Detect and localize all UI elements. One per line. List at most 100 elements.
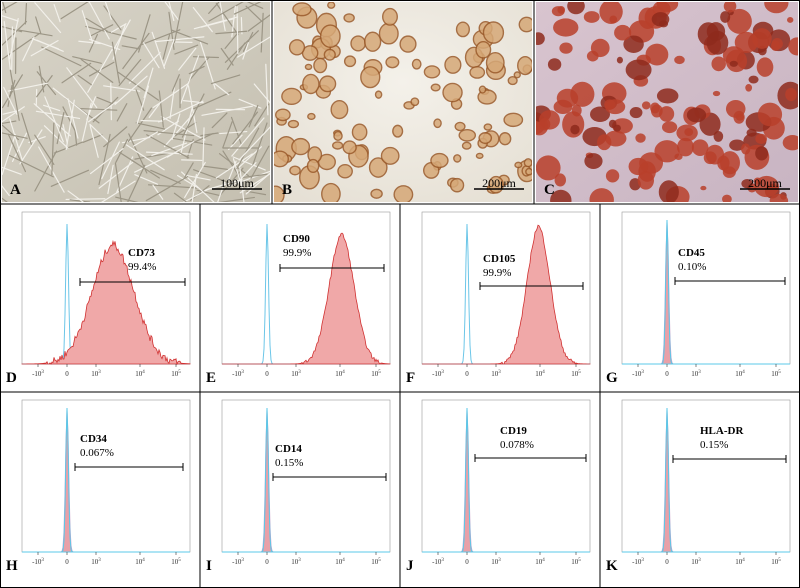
cell	[2, 74, 23, 109]
tick-base: 10	[571, 558, 579, 566]
tick-base: 10	[571, 370, 579, 378]
x-tick-label: 103	[491, 370, 501, 378]
cell	[7, 82, 49, 92]
tick-base: 10	[771, 370, 779, 378]
cell	[24, 2, 28, 25]
x-tick-label: 0	[665, 558, 669, 566]
cell	[3, 86, 18, 115]
x-tick-label: 103	[91, 370, 101, 378]
cell	[651, 12, 670, 27]
cell	[246, 190, 267, 196]
tick-exponent: 3	[441, 558, 444, 563]
cell	[211, 112, 228, 129]
tick-exponent: 3	[298, 370, 301, 375]
x-tick-label: 105	[571, 370, 581, 378]
cell	[442, 82, 463, 103]
x-tick-label: 103	[491, 558, 501, 566]
cell	[567, 2, 585, 15]
cell	[392, 124, 404, 138]
x-tick-label: 0	[465, 370, 469, 378]
tick-base: 0	[665, 370, 669, 378]
tick-exponent: 4	[342, 370, 345, 375]
cell	[411, 58, 422, 70]
cell	[590, 38, 610, 58]
x-tick-label: 105	[771, 370, 781, 378]
cell	[754, 175, 779, 198]
cell	[166, 141, 195, 158]
cell	[171, 137, 213, 146]
cell	[769, 193, 789, 202]
tick-exponent: 5	[378, 370, 381, 375]
tick-base: 0	[265, 558, 269, 566]
cell	[134, 174, 159, 185]
cell	[729, 139, 745, 151]
cell	[125, 144, 165, 171]
plot-frame	[421, 399, 591, 553]
cell	[224, 31, 240, 49]
tick-exponent: 3	[498, 558, 501, 563]
cell	[559, 42, 573, 54]
cell	[720, 11, 731, 23]
cell	[133, 131, 158, 147]
x-tick-label: 0	[65, 558, 69, 566]
cell	[2, 109, 20, 115]
cell	[551, 6, 565, 17]
cell	[584, 153, 603, 170]
cell	[554, 173, 567, 187]
cell	[151, 31, 166, 69]
cell	[342, 140, 357, 155]
marker-name: CD105	[483, 253, 516, 265]
cell	[115, 138, 129, 163]
cell	[127, 107, 153, 143]
cell	[605, 99, 626, 115]
cell	[291, 137, 311, 156]
panel-letter: C	[544, 182, 555, 198]
x-tick-label: 104	[735, 558, 745, 566]
tick-base: -10	[32, 558, 42, 566]
cell	[654, 140, 680, 163]
cell	[469, 66, 486, 79]
positive-percent: 0.078%	[500, 439, 534, 451]
cell	[236, 6, 239, 55]
cell	[706, 22, 726, 41]
cell	[21, 112, 32, 145]
tick-base: 10	[335, 558, 343, 566]
cell	[764, 2, 789, 14]
cell	[11, 26, 14, 71]
cell	[218, 153, 249, 177]
tick-base: 0	[65, 370, 69, 378]
tick-base: 10	[491, 558, 499, 566]
cell	[67, 190, 85, 202]
cell	[145, 151, 193, 155]
cell	[43, 104, 61, 112]
cell	[98, 133, 111, 186]
cell	[449, 177, 465, 193]
cell	[757, 102, 783, 127]
cell	[686, 107, 707, 123]
cell	[60, 2, 89, 20]
cell	[61, 62, 92, 84]
cell	[127, 164, 146, 202]
panel-letter: F	[406, 370, 415, 386]
cell	[202, 127, 205, 168]
cell	[236, 36, 270, 58]
cell	[430, 152, 449, 169]
cell	[748, 75, 759, 84]
cell	[380, 146, 400, 165]
tick-exponent: 3	[641, 558, 644, 563]
x-tick-label: 103	[691, 370, 701, 378]
x-tick-label: -103	[632, 370, 644, 378]
cell	[89, 38, 121, 51]
cell	[430, 83, 441, 92]
cell	[705, 144, 725, 165]
x-tick-label: 105	[171, 558, 181, 566]
cell	[118, 59, 142, 87]
positive-percent: 0.15%	[275, 457, 303, 469]
cell	[656, 2, 679, 12]
cell	[101, 180, 136, 202]
cell	[151, 142, 188, 157]
cell	[150, 169, 181, 184]
